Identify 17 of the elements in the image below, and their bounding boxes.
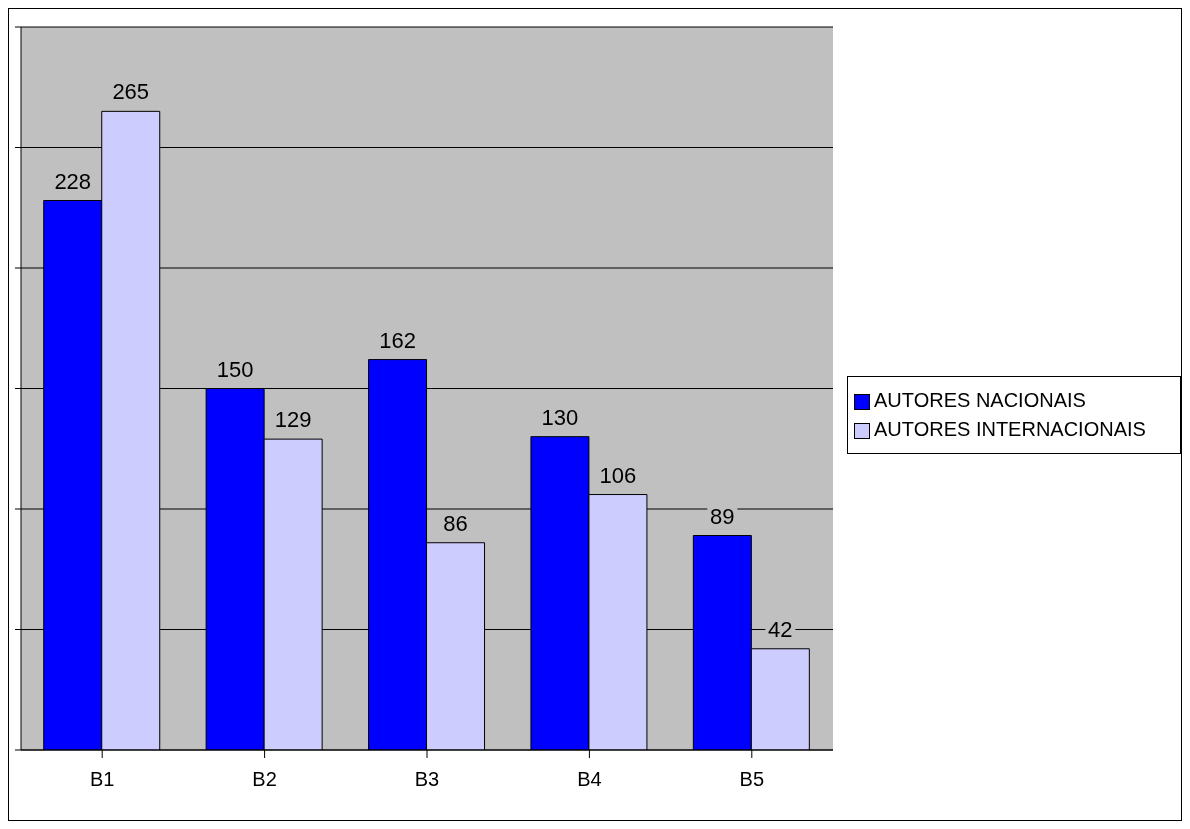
data-label: 228 [54, 168, 92, 194]
x-tick-label: B4 [577, 768, 602, 791]
x-tick-label: B1 [89, 768, 115, 791]
data-label: 106 [599, 462, 637, 488]
data-label: 86 [443, 510, 468, 536]
data-label: 162 [379, 327, 416, 353]
data-label: 129 [274, 407, 312, 433]
data-label: 265 [112, 79, 150, 105]
legend-label: AUTORES NACIONAIS [874, 388, 1086, 412]
x-tick-label: B2 [252, 768, 277, 791]
legend-label: AUTORES INTERNACIONAIS [874, 417, 1146, 441]
x-tick-label: B5 [739, 768, 765, 791]
data-label: 42 [768, 616, 793, 642]
x-tick-label: B3 [414, 768, 440, 791]
data-label: 89 [710, 503, 735, 529]
data-label: 130 [541, 404, 579, 430]
data-label: 150 [216, 356, 254, 382]
